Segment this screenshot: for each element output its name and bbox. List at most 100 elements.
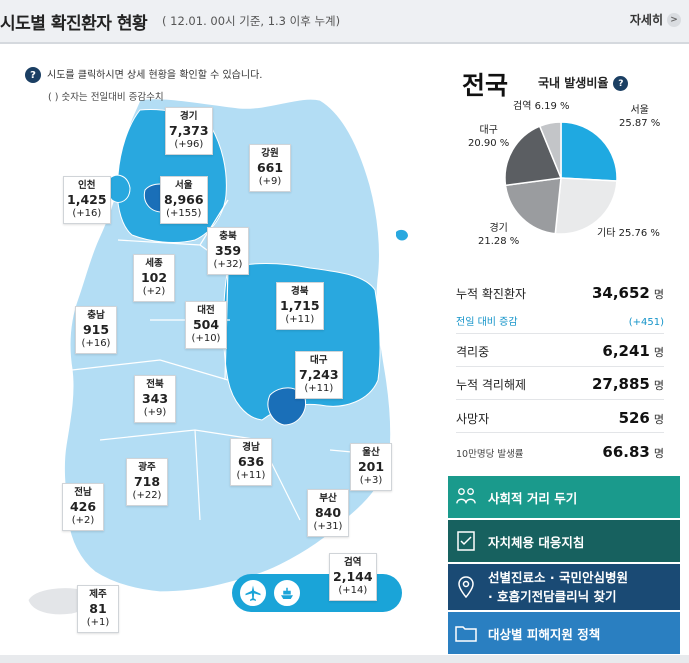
region-name: 광주	[138, 462, 156, 473]
pie-label-seoul: 서울 25.87 %	[619, 105, 661, 129]
button-label: 자치체용 대응지침	[488, 534, 585, 550]
region-label-jeju[interactable]: 제주 81 (+1)	[77, 585, 119, 633]
region-label-busan[interactable]: 부산 840 (+31)	[307, 489, 349, 537]
chevron-right-icon: >	[667, 12, 681, 27]
region-ulleungdo	[396, 229, 408, 241]
region-label-gangwon[interactable]: 강원 661 (+9)	[249, 144, 291, 192]
region-name: 전남	[74, 487, 92, 498]
region-delta: (+32)	[213, 259, 243, 270]
region-delta: (+155)	[166, 208, 202, 219]
region-name: 경북	[291, 286, 309, 297]
region-label-daegu[interactable]: 대구 7,243 (+11)	[295, 351, 343, 399]
region-label-gyeonggi[interactable]: 경기 7,373 (+96)	[165, 107, 213, 155]
summary-subtitle-text: 국내 발생비율	[538, 76, 609, 90]
region-name: 강원	[261, 148, 279, 159]
region-value: 504	[192, 317, 220, 332]
region-delta: (+9)	[258, 176, 282, 187]
region-name: 대구	[310, 355, 328, 366]
bottom-bar	[0, 655, 689, 663]
more-label: 자세히	[629, 13, 663, 27]
region-delta: (+16)	[72, 208, 102, 219]
region-delta: (+11)	[304, 383, 334, 394]
region-value: 661	[256, 160, 284, 175]
page-title: 시도별 확진환자 현황	[0, 14, 148, 34]
region-value: 359	[214, 243, 242, 258]
region-name: 세종	[145, 258, 163, 269]
region-delta: (+9)	[143, 407, 167, 418]
more-link[interactable]: 자세히 >	[630, 11, 681, 28]
people-icon	[448, 487, 484, 507]
button-label: 대상별 피해지원 정책	[488, 626, 601, 642]
divider	[456, 333, 664, 334]
local-guidelines-button[interactable]: 자치체용 대응지침	[448, 520, 680, 562]
map-help-text: 시도를 클릭하시면 상세 현황을 확인할 수 있습니다.	[47, 70, 263, 81]
region-value: 7,243	[299, 367, 339, 382]
region-label-jeonbuk[interactable]: 전북 343 (+9)	[134, 375, 176, 423]
region-delta: (+2)	[71, 515, 95, 526]
region-label-jeonnam[interactable]: 전남 426 (+2)	[62, 483, 104, 531]
help-icon[interactable]: ?	[613, 76, 629, 91]
region-name: 인천	[78, 180, 96, 191]
location-pin-icon	[448, 576, 484, 598]
region-label-sejong[interactable]: 세종 102 (+2)	[133, 254, 175, 302]
button-label: 선별진료소 · 국민안심병원	[488, 570, 628, 585]
region-label-chungbuk[interactable]: 충북 359 (+32)	[207, 227, 249, 275]
region-name: 울산	[362, 447, 380, 458]
region-label-incheon[interactable]: 인천 1,425 (+16)	[63, 176, 111, 224]
region-value: 2,144	[333, 569, 373, 584]
region-name: 서울	[175, 180, 193, 191]
button-label: 사회적 거리 두기	[488, 490, 578, 506]
region-value: 915	[82, 322, 110, 337]
pie-label-daegu: 대구 20.90 %	[468, 125, 510, 149]
help-icon[interactable]: ?	[25, 67, 41, 83]
region-name: 부산	[319, 493, 337, 504]
document-check-icon	[448, 531, 484, 551]
region-label-daejeon[interactable]: 대전 504 (+10)	[185, 301, 227, 349]
region-delta: (+16)	[81, 338, 111, 349]
social-distancing-button[interactable]: 사회적 거리 두기	[448, 476, 680, 518]
region-delta: (+31)	[313, 521, 343, 532]
summary-title: 전국	[462, 71, 509, 100]
pie-label-quarantine: 검역 6.19 %	[513, 101, 570, 112]
pie-label-gyeonggi: 경기 21.28 %	[478, 223, 520, 247]
region-incheon	[106, 174, 131, 203]
region-name: 대전	[197, 305, 215, 316]
region-delta: (+11)	[236, 470, 266, 481]
region-delta: (+14)	[338, 585, 368, 596]
page-subtitle: ( 12.01. 00시 기준, 1.3 이후 누계)	[162, 14, 341, 28]
stat-deaths: 사망자 526 명	[456, 409, 664, 427]
region-value: 840	[314, 505, 342, 520]
region-value: 102	[140, 270, 168, 285]
region-value: 7,373	[169, 123, 209, 138]
region-name: 경남	[242, 442, 260, 453]
region-name: 검역	[344, 557, 362, 568]
region-label-quarantine[interactable]: 검역 2,144 (+14)	[329, 553, 377, 601]
airplane-icon[interactable]	[238, 578, 268, 608]
region-value: 8,966	[164, 192, 204, 207]
region-label-ulsan[interactable]: 울산 201 (+3)	[350, 443, 392, 491]
clinic-finder-button[interactable]: 선별진료소 · 국민안심병원 · 호흡기전담클리닉 찾기	[448, 564, 680, 610]
region-value: 1,425	[67, 192, 107, 207]
folder-icon	[448, 624, 484, 642]
pie-label-other: 기타 25.76 %	[597, 228, 660, 239]
region-value: 1,715	[280, 298, 320, 313]
map-help-note: ( ) 숫자는 전일대비 증감수치	[48, 92, 164, 103]
region-value: 718	[133, 474, 161, 489]
region-name: 충남	[87, 310, 105, 321]
region-label-seoul[interactable]: 서울 8,966 (+155)	[160, 176, 208, 224]
region-delta: (+1)	[86, 617, 110, 628]
ship-icon[interactable]	[272, 578, 302, 608]
region-delta: (+96)	[174, 139, 204, 150]
region-label-chungnam[interactable]: 충남 915 (+16)	[75, 306, 117, 354]
region-label-gyeongbuk[interactable]: 경북 1,715 (+11)	[276, 282, 324, 330]
region-value: 81	[89, 601, 107, 616]
support-policy-button[interactable]: 대상별 피해지원 정책	[448, 612, 680, 654]
region-value: 343	[141, 391, 169, 406]
stat-isolating: 격리중 6,241 명	[456, 342, 664, 360]
map-help: ? 시도를 클릭하시면 상세 현황을 확인할 수 있습니다.	[25, 66, 262, 83]
region-label-gwangju[interactable]: 광주 718 (+22)	[126, 458, 168, 506]
summary-subtitle: 국내 발생비율?	[538, 74, 629, 91]
region-delta: (+22)	[132, 490, 162, 501]
header-bar: 시도별 확진환자 현황 ( 12.01. 00시 기준, 1.3 이후 누계) …	[0, 0, 689, 44]
region-label-gyeongnam[interactable]: 경남 636 (+11)	[230, 438, 272, 486]
